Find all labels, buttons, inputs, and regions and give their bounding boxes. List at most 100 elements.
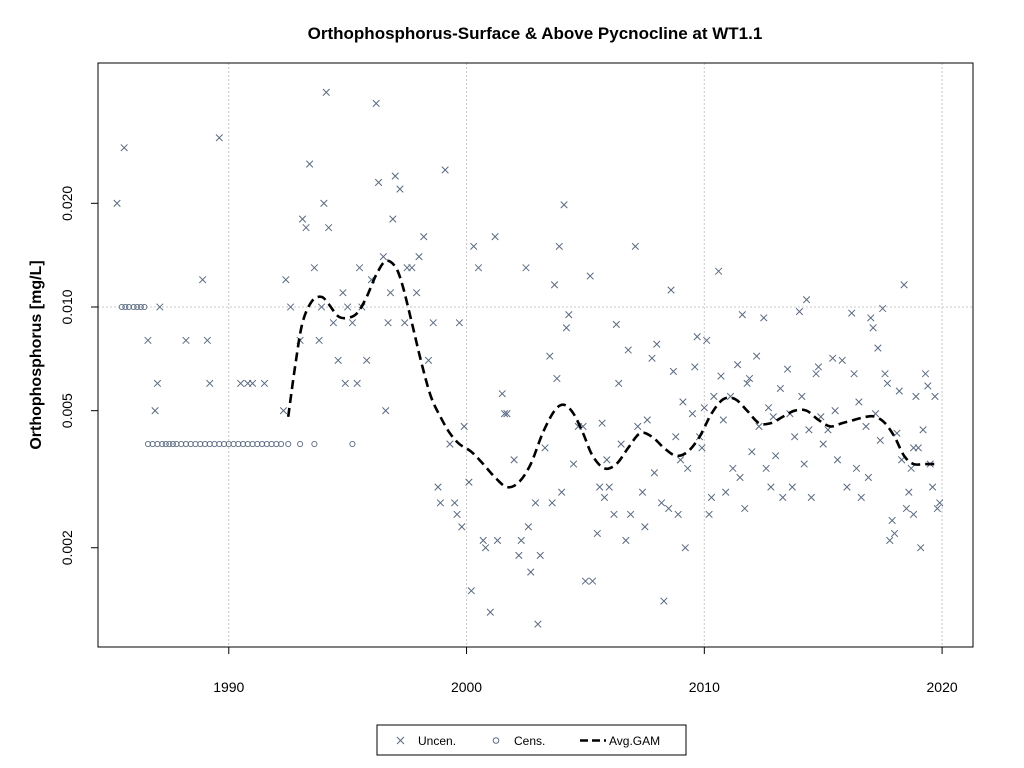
legend-item-cens: Cens.	[492, 734, 545, 748]
uncensored-point	[446, 440, 454, 448]
uncensored-point	[676, 456, 685, 464]
uncensored-point	[569, 460, 578, 468]
uncensored-point	[429, 319, 437, 327]
uncensored-point	[548, 499, 556, 507]
uncensored-point	[434, 483, 442, 491]
uncensored-point	[424, 356, 433, 365]
uncensored-point	[596, 483, 604, 491]
censored-point	[311, 441, 318, 448]
uncensored-point	[586, 272, 594, 280]
uncensored-point	[888, 516, 896, 525]
uncensored-point	[867, 314, 875, 322]
uncensored-point	[498, 390, 506, 398]
uncensored-point	[598, 419, 606, 427]
uncensored-point	[156, 303, 164, 311]
censored-point	[137, 303, 144, 311]
uncensored-point	[344, 303, 352, 311]
uncensored-point	[878, 304, 887, 313]
uncensored-point	[603, 456, 611, 464]
censored-point	[162, 441, 169, 448]
uncensored-point	[912, 392, 920, 401]
x-axis: 1990 2000 2010 2020	[213, 646, 958, 695]
uncensored-point	[593, 529, 601, 538]
uncensored-point	[838, 356, 846, 365]
uncensored-point	[396, 185, 404, 193]
uncensored-point	[329, 319, 338, 327]
uncensored-point	[736, 473, 744, 482]
uncensored-point	[807, 493, 815, 502]
uncensored-point	[467, 587, 475, 595]
legend-label-gam: Avg.GAM	[609, 734, 660, 748]
censored-point	[118, 303, 125, 311]
uncensored-point	[864, 473, 873, 482]
uncensored-point	[610, 510, 618, 519]
uncensored-point	[481, 544, 490, 552]
uncensored-point	[151, 407, 159, 415]
uncensored-point	[814, 363, 823, 371]
grid	[98, 63, 973, 647]
uncensored-point	[282, 276, 290, 284]
uncensored-point	[921, 370, 930, 378]
uncensored-point	[617, 440, 625, 448]
uncensored-point	[900, 281, 908, 289]
uncensored-point	[681, 544, 689, 552]
censored-point	[122, 303, 129, 311]
uncensored-point	[800, 460, 808, 468]
uncensored-point	[909, 510, 918, 519]
uncensored-point	[684, 464, 692, 473]
uncensored-point	[341, 379, 349, 388]
uncensored-point	[669, 367, 678, 376]
uncensored-point	[565, 311, 573, 319]
uncensored-point	[850, 370, 858, 378]
legend-item-gam: Avg.GAM	[580, 734, 660, 748]
uncensored-point	[729, 464, 737, 473]
uncensored-point	[558, 488, 566, 496]
uncensored-point	[415, 253, 423, 261]
uncensored-point	[113, 199, 121, 207]
uncensored-point	[384, 319, 392, 327]
censored-point	[297, 441, 304, 448]
uncensored-point	[691, 363, 699, 371]
uncensored-point	[660, 597, 668, 605]
uncensored-point	[705, 510, 713, 519]
uncensored-point	[515, 551, 523, 560]
uncensored-point	[933, 504, 941, 513]
uncensored-point	[869, 324, 877, 332]
uncensored-point	[279, 407, 288, 415]
uncensored-point	[895, 387, 903, 395]
uncensored-point	[286, 303, 295, 311]
uncensored-point	[631, 242, 640, 251]
uncensored-point	[524, 523, 533, 531]
uncensored-point	[500, 410, 509, 418]
uncensored-point	[541, 444, 549, 452]
uncensored-point	[562, 324, 571, 332]
uncensored-point	[408, 264, 416, 272]
uncensored-point	[302, 223, 310, 232]
uncensored-point	[624, 346, 632, 354]
censored-point	[285, 441, 292, 448]
uncensored-point	[555, 242, 563, 251]
uncensored-point	[862, 422, 870, 431]
uncensored-point	[615, 379, 623, 388]
uncensored-point	[355, 264, 364, 272]
uncensored-point	[805, 426, 813, 434]
uncensored-point	[517, 536, 525, 545]
uncensored-point	[843, 483, 851, 491]
uncensored-point	[391, 172, 399, 180]
uncensored-point	[491, 233, 499, 241]
uncensored-point	[783, 365, 792, 373]
uncensored-point	[791, 433, 799, 441]
censored-point	[141, 303, 148, 311]
uncensored-point	[855, 398, 863, 406]
uncensored-point	[348, 319, 357, 327]
uncensored-point	[802, 296, 811, 304]
censored-point	[349, 441, 356, 448]
censored-point	[130, 303, 137, 311]
uncensored-point	[771, 452, 780, 460]
uncensored-point	[710, 392, 718, 401]
uncensored-point	[760, 314, 768, 322]
uncensored-point	[215, 134, 223, 142]
uncensored-point	[876, 436, 884, 445]
uncensored-point	[237, 379, 245, 388]
uncensored-point	[641, 523, 649, 531]
